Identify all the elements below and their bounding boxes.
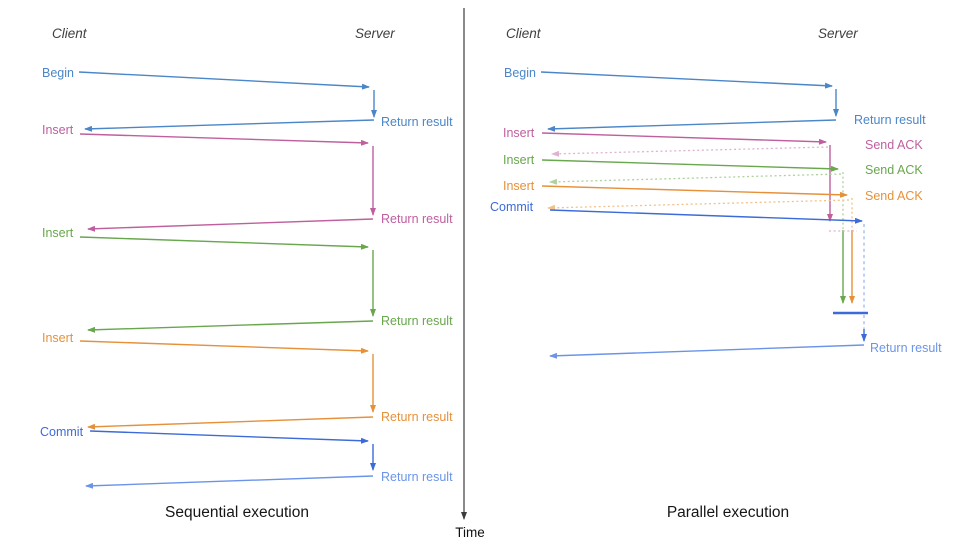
seq-commit-label: Commit [40,425,84,439]
par-begin-response-line [547,119,837,132]
seq-commit-response-label: Return result [381,470,453,484]
seq-server-header: Server [355,26,395,41]
seq-client-header: Client [52,26,88,41]
par-begin-request-line [540,71,833,89]
seq-begin-response-line [84,119,375,132]
time-axis-label: Time [455,525,485,540]
seq-insert2-label: Insert [42,226,74,240]
time-axis: Time [455,8,485,540]
par-server-header: Server [818,26,858,41]
seq-begin-response-label: Return result [381,115,453,129]
seq-commit-response-line [85,475,374,489]
seq-insert3-response-line [87,416,374,430]
seq-insert3-response-label: Return result [381,410,453,424]
par-begin-label: Begin [504,66,536,80]
parallel-title: Parallel execution [667,504,789,521]
par-insert3-request-line [541,185,848,198]
seq-insert2-request-line [79,236,369,250]
par-commit-response-line [549,344,865,359]
par-insert1-request-line [541,132,827,145]
parallel-panel: Client Server Begin Return result Insert… [490,26,942,521]
seq-insert1-response-line [87,218,374,232]
seq-insert2-response-line [87,320,374,333]
par-insert2-label: Insert [503,153,535,167]
par-insert3-ack-label: Send ACK [865,189,923,203]
par-insert3-label: Insert [503,179,535,193]
par-commit-label: Commit [490,200,534,214]
par-commit-request-line [549,209,863,224]
seq-insert3-label: Insert [42,331,74,345]
par-insert2-ack-label: Send ACK [865,163,923,177]
par-insert1-ack-line [551,146,829,157]
seq-insert1-label: Insert [42,123,74,137]
par-insert1-label: Insert [503,126,535,140]
par-client-header: Client [506,26,542,41]
seq-begin-request-line [78,71,370,90]
seq-insert2-response-label: Return result [381,314,453,328]
par-begin-response-label: Return result [854,113,926,127]
par-insert2-ack-line [549,173,842,185]
par-insert3-ack-line [547,199,850,211]
par-insert2-request-line [541,159,839,172]
seq-insert3-request-line [79,340,369,354]
par-commit-response-label: Return result [870,341,942,355]
seq-insert1-response-label: Return result [381,212,453,226]
sequential-panel: Client Server Begin Return result Insert… [40,26,453,521]
seq-commit-request-line [89,430,369,444]
par-insert1-ack-label: Send ACK [865,138,923,152]
sequential-title: Sequential execution [165,504,309,521]
seq-insert1-request-line [79,133,369,146]
seq-begin-label: Begin [42,66,74,80]
